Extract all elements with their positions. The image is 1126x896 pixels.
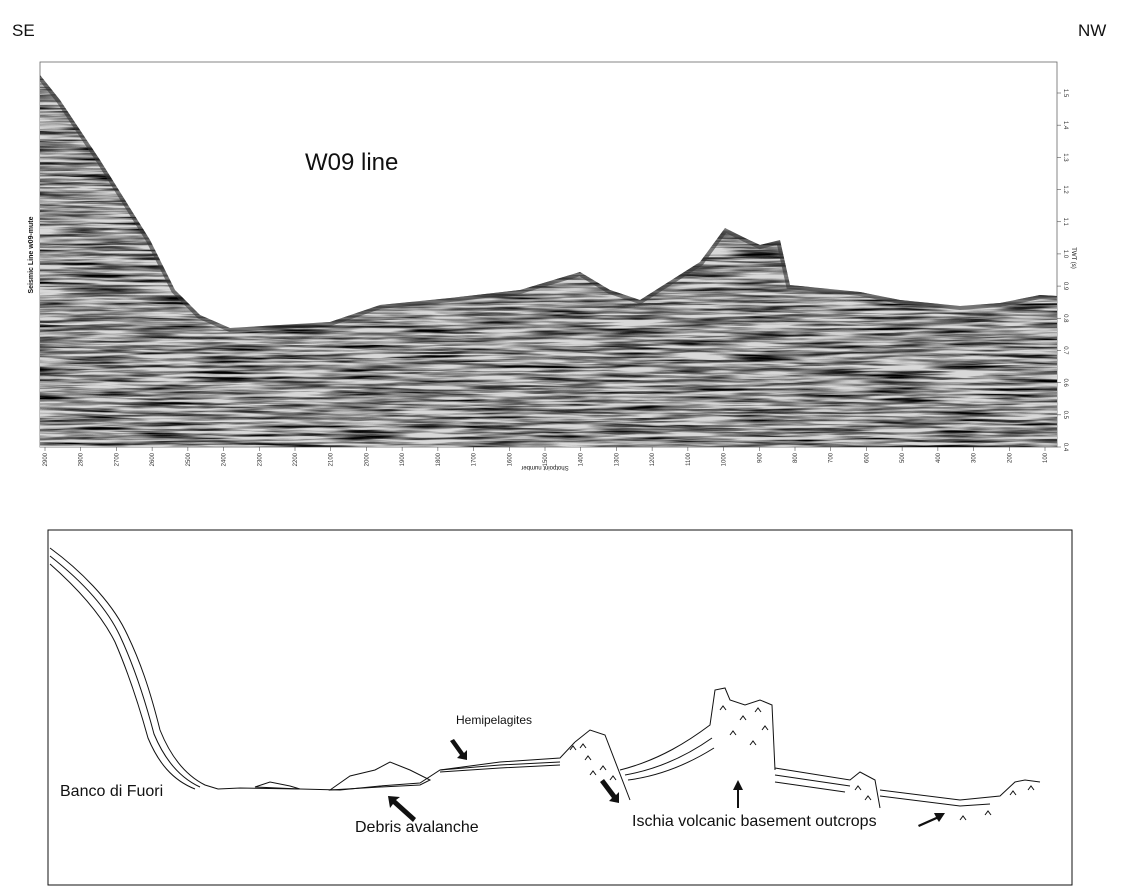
y-axis-label: TWT (s)	[1070, 247, 1076, 269]
x-tick-label: 100	[1043, 452, 1049, 463]
y-tick-label: 0.5	[1062, 411, 1068, 420]
direction-label: NW	[1078, 21, 1106, 40]
annotation: Debris avalanche	[355, 819, 479, 836]
x-tick-label: 900	[757, 452, 763, 463]
direction-label: SE	[12, 21, 35, 40]
x-tick-label: 2300	[257, 452, 263, 466]
y-tick-label: 0.6	[1062, 378, 1068, 387]
y-tick-label: 1.4	[1062, 121, 1068, 130]
x-tick-label: 1700	[472, 452, 478, 466]
y-tick-label: 1.2	[1062, 185, 1068, 194]
x-tick-label: 2800	[79, 452, 85, 466]
y-tick-label: 0.4	[1062, 443, 1068, 452]
interpretation-drawing	[50, 548, 1040, 820]
y-tick-label: 0.8	[1062, 314, 1068, 323]
x-tick-label: 2400	[222, 452, 228, 466]
x-tick-label: 400	[936, 452, 942, 463]
x-tick-label: 700	[829, 452, 835, 463]
x-tick-label: 2000	[364, 452, 370, 466]
x-tick-label: 1600	[507, 452, 513, 466]
x-tick-label: 500	[900, 452, 906, 463]
x-tick-label: 1300	[614, 452, 620, 466]
annotation: Ischia volcanic basement outcrops	[632, 813, 877, 830]
y-tick-label: 1.1	[1062, 218, 1068, 227]
x-tick-label: 2100	[329, 452, 335, 466]
x-tick-label: 2900	[43, 452, 49, 466]
x-tick-label: 1500	[543, 452, 549, 466]
x-tick-label: 1900	[400, 452, 406, 466]
x-tick-label: 800	[793, 452, 799, 463]
x-tick-label: 1200	[650, 452, 656, 466]
y-tick-label: 0.9	[1062, 282, 1068, 291]
x-tick-label: 2600	[150, 452, 156, 466]
annotation: Hemipelagites	[456, 713, 532, 727]
x-tick-label: 1400	[579, 452, 585, 466]
x-tick-label: 300	[972, 452, 978, 463]
figure: SE NW W09 line Seismic Line w09-mute TWT…	[0, 0, 1126, 896]
y-tick-label: 1.3	[1062, 153, 1068, 162]
y-tick-label: 1.5	[1062, 89, 1068, 98]
x-tick-label: 1000	[722, 452, 728, 466]
x-tick-label: 2200	[293, 452, 299, 466]
interpretation-frame	[48, 530, 1072, 885]
y-tick-label: 1.0	[1062, 250, 1068, 259]
x-tick-label: 600	[864, 452, 870, 463]
y-tick-label: 0.7	[1062, 346, 1068, 355]
x-tick-label: 200	[1007, 452, 1013, 463]
annotation: Banco di Fuori	[60, 783, 163, 800]
side-label: Seismic Line w09-mute	[28, 216, 35, 293]
seismic-title: W09 line	[305, 149, 398, 176]
x-tick-label: 2500	[186, 452, 192, 466]
x-tick-label: 1800	[436, 452, 442, 466]
x-tick-label: 2700	[114, 452, 120, 466]
x-tick-label: 1100	[686, 452, 692, 466]
